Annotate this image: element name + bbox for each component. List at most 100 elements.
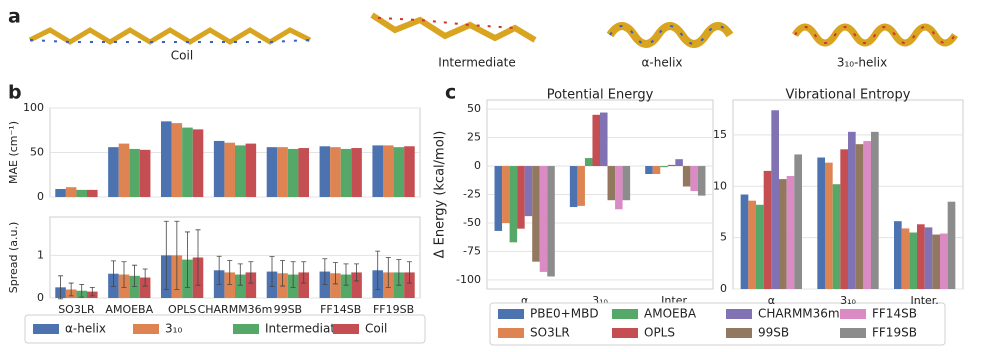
error-bar [280, 260, 286, 287]
x-tick-label: AMOEBA [105, 303, 153, 316]
bar [235, 145, 246, 197]
error-bar [68, 282, 74, 297]
y-tick-label: -25 [463, 188, 481, 201]
bar [494, 166, 503, 231]
error-bar [354, 263, 360, 282]
bar [213, 140, 225, 197]
error-bar [121, 261, 127, 288]
legend-label: Intermediate [265, 322, 342, 336]
y-tick-label: 0 [474, 159, 481, 172]
bar [848, 131, 856, 289]
x-tick-label: 99SB [274, 303, 303, 316]
bar [524, 166, 533, 217]
bar [351, 148, 362, 197]
bar [592, 114, 600, 167]
bar [932, 234, 940, 289]
error-bar [174, 220, 180, 290]
bar [786, 176, 795, 289]
bar [235, 274, 246, 298]
error-bar [396, 259, 402, 286]
structures-art [28, 12, 958, 48]
bar [171, 123, 183, 197]
bar [740, 194, 749, 289]
error-bar [216, 255, 222, 285]
legend-label: CHARMM36m [758, 307, 840, 321]
legend-label: 99SB [758, 326, 789, 340]
bar [298, 272, 309, 298]
bar [224, 142, 235, 197]
legend-label: PBE0+MBD [530, 307, 599, 321]
bar [660, 166, 668, 168]
bar [569, 166, 578, 208]
error-bar [332, 262, 338, 285]
bar [139, 277, 151, 298]
bar [909, 232, 917, 289]
x-tick-label: 3₁₀ [840, 294, 856, 307]
legend-label: FF14SB [872, 307, 917, 321]
bar [547, 166, 555, 277]
y-axis-label: MAE (cm⁻¹) [7, 121, 20, 184]
legend-label: OPLS [644, 326, 675, 340]
bar [108, 147, 119, 197]
legend-swatch [840, 309, 866, 319]
bar [690, 166, 698, 192]
bar [697, 166, 706, 196]
bar [340, 274, 352, 298]
error-bar [110, 260, 116, 287]
bar [863, 141, 871, 289]
legend-swatch [498, 309, 524, 319]
bar [509, 166, 518, 243]
y-tick-label: 100 [23, 101, 44, 114]
bar [161, 121, 172, 197]
bar [871, 131, 879, 289]
panel-label: a [8, 6, 21, 28]
bar [584, 158, 593, 167]
x-tick-label: α [521, 294, 528, 307]
bar [577, 166, 585, 206]
bar [383, 145, 394, 197]
panel-label: b [8, 82, 22, 104]
error-bar [227, 260, 233, 285]
bar [917, 224, 925, 289]
bar [372, 145, 383, 197]
legend-label: SO3LR [530, 326, 570, 340]
structure-label: Intermediate [438, 56, 515, 70]
y-tick-label: 0 [720, 282, 727, 295]
error-bar [375, 250, 381, 290]
legend-frame [24, 314, 426, 344]
bar [947, 201, 956, 289]
bar [622, 166, 631, 201]
chart-title: Vibrational Entropy [786, 88, 911, 103]
bar [118, 143, 130, 197]
bar [245, 272, 257, 298]
error-bar [79, 283, 85, 298]
structure-label: 3₁₀-helix [837, 56, 887, 70]
error-bar [237, 263, 243, 286]
bar [351, 272, 362, 298]
legend-frame [489, 302, 946, 346]
x-tick-label: α [768, 294, 775, 307]
bar [55, 188, 66, 197]
y-tick-label: 25 [467, 131, 481, 144]
error-bar [301, 261, 307, 284]
legend-swatch [612, 309, 638, 319]
bar [682, 166, 691, 187]
error-bar [163, 220, 169, 290]
x-tick-label: FF19SB [373, 303, 414, 316]
error-bar [385, 257, 391, 288]
error-bar [269, 256, 275, 287]
legend-swatch [133, 324, 159, 334]
bar [645, 166, 653, 175]
bar [129, 275, 140, 298]
bar [287, 148, 299, 197]
legend-swatch [612, 328, 638, 338]
y-axis-label: Spread (a.u.) [7, 222, 20, 294]
bar [65, 187, 77, 197]
bar [840, 149, 848, 289]
y-tick-label: -75 [463, 244, 481, 257]
error-bar [89, 286, 95, 297]
x-tick-label: CHARMM36m [198, 303, 273, 316]
bar [340, 148, 352, 197]
bar [667, 164, 676, 167]
bar [756, 204, 764, 289]
